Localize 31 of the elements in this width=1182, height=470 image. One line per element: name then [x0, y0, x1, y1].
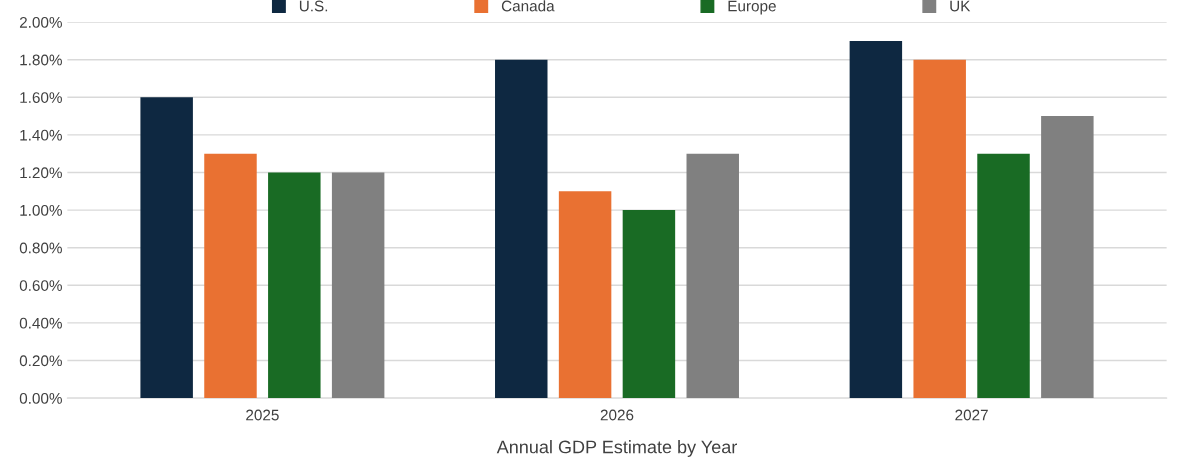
y-tick-label: 1.80% [20, 54, 62, 66]
bar [204, 153, 257, 399]
legend-label: Europe [728, 0, 776, 15]
bar [977, 153, 1030, 399]
y-tick-label: 0.00% [19, 392, 62, 404]
bar [1041, 116, 1094, 399]
legend-label: UK [950, 0, 971, 12]
y-tick-label: 2.00% [19, 16, 62, 28]
bar [622, 210, 676, 399]
legend-label: Canada [501, 0, 555, 12]
bar [140, 97, 193, 399]
x-tick-label: 2026 [600, 409, 634, 421]
y-tick-label: 1.60% [20, 92, 62, 103]
y-tick-label: 0.40% [19, 317, 62, 329]
y-tick-label: 0.20% [19, 355, 62, 367]
bar [268, 172, 321, 399]
y-tick-label: 1.40% [20, 129, 62, 141]
x-tick-label: 2025 [246, 409, 279, 421]
bar [849, 40, 903, 399]
y-tick-label: 0.80% [19, 242, 62, 254]
bar [686, 153, 739, 399]
legend-label: U.S. [299, 0, 328, 12]
bar [558, 191, 612, 399]
y-tick-label: 0.60% [19, 280, 62, 291]
y-tick-label: 1.20% [20, 167, 62, 179]
x-axis-title: Annual GDP Estimate by Year [496, 440, 737, 457]
bar [913, 59, 966, 399]
bar [331, 172, 385, 399]
y-tick-label: 1.00% [20, 204, 62, 216]
bar [495, 59, 548, 399]
x-tick-label: 2027 [955, 409, 988, 421]
